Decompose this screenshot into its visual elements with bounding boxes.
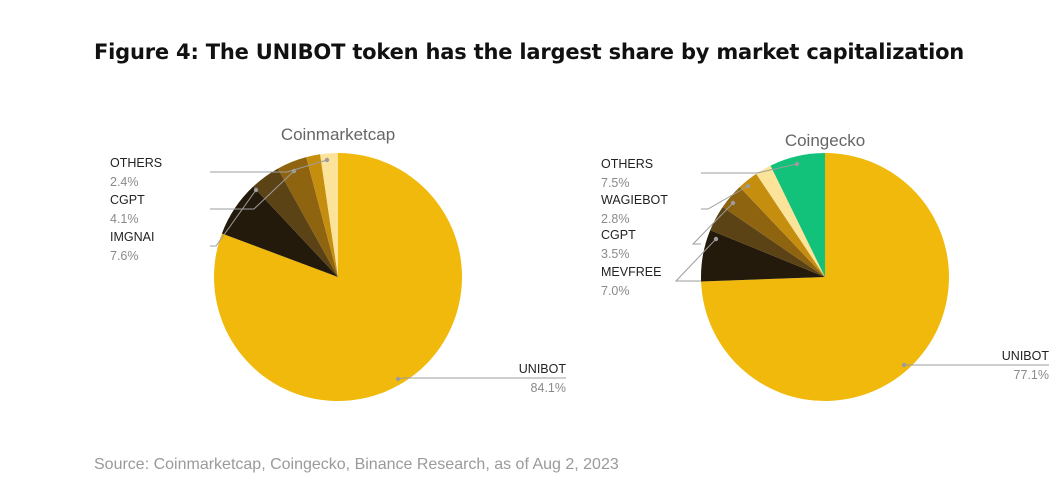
pie-slice-wagiebot [739, 173, 825, 277]
pie-slice-cgpt [277, 157, 338, 277]
leader-line-others [701, 163, 798, 174]
slice-value-mevfree: 7.0% [601, 284, 630, 298]
slice-value-imgnai: 7.6% [110, 249, 139, 263]
slice-value-cgpt: 3.5% [601, 247, 630, 261]
leader-dot-others [324, 157, 330, 163]
pie-slice-unlabeled-2 [253, 168, 338, 277]
chart-title: Coingecko [785, 131, 865, 150]
leader-line-cgpt [691, 202, 734, 245]
slice-label-wagiebot: WAGIEBOT [601, 193, 668, 207]
slice-label-unibot: UNIBOT [1002, 349, 1050, 363]
pie-chart-1: Coinmarketcap UNIBOT 84.1% IMGNAI 7.6% CGPT 4.… [110, 125, 567, 402]
slice-label-others: OTHERS [110, 156, 162, 170]
leader-dot-unibot [395, 376, 401, 382]
slice-label-cgpt: CGPT [601, 228, 636, 242]
leader-line-cgpt [210, 170, 295, 210]
pie-slice-unlabeled-5 [756, 165, 825, 277]
slice-value-unibot: 77.1% [1014, 368, 1049, 382]
slice-value-unibot: 84.1% [531, 381, 566, 395]
pie-chart-2: Coingecko UNIBOT 77.1% MEVFREE 7.0% CGPT 3.5% W… [601, 131, 1050, 402]
leader-dot-imgnai [253, 187, 259, 193]
slice-label-imgnai: IMGNAI [110, 230, 154, 244]
pie-slice-unlabeled-4 [306, 154, 338, 277]
leader-line-others [210, 159, 328, 173]
slice-value-wagiebot: 2.8% [601, 212, 630, 226]
pie-slice-mevfree [700, 230, 825, 282]
leader-dot-others [794, 161, 800, 167]
leader-dot-mevfree [713, 236, 719, 242]
slice-value-others: 2.4% [110, 175, 139, 189]
leader-dot-unibot [901, 362, 907, 368]
slice-value-cgpt: 4.1% [110, 212, 139, 226]
leader-line-mevfree [674, 238, 717, 282]
pie-slice-unibot [214, 153, 463, 402]
leader-line-wagiebot [701, 185, 749, 210]
pie-slice-cgpt [722, 186, 825, 277]
slice-label-cgpt: CGPT [110, 193, 145, 207]
slice-label-mevfree: MEVFREE [601, 265, 661, 279]
pie-slice-unlabeled-2 [710, 206, 825, 277]
pie-charts: Coinmarketcap UNIBOT 84.1% IMGNAI 7.6% CGPT 4.… [110, 125, 1050, 402]
leader-line-unibot [397, 377, 566, 380]
figure-title: Figure 4: The UNIBOT token has the large… [94, 40, 965, 64]
pie-slice-others [770, 153, 825, 277]
leader-dot-cgpt [730, 200, 736, 206]
slice-value-others: 7.5% [601, 176, 630, 190]
leader-dot-wagiebot [745, 183, 751, 189]
pie-slice-unibot [701, 153, 949, 402]
slice-label-unibot: UNIBOT [519, 362, 567, 376]
pie-slice-others [320, 153, 338, 277]
source-note: Source: Coinmarketcap, Coingecko, Binanc… [94, 456, 619, 473]
slice-label-others: OTHERS [601, 157, 653, 171]
chart-title: Coinmarketcap [281, 125, 395, 144]
